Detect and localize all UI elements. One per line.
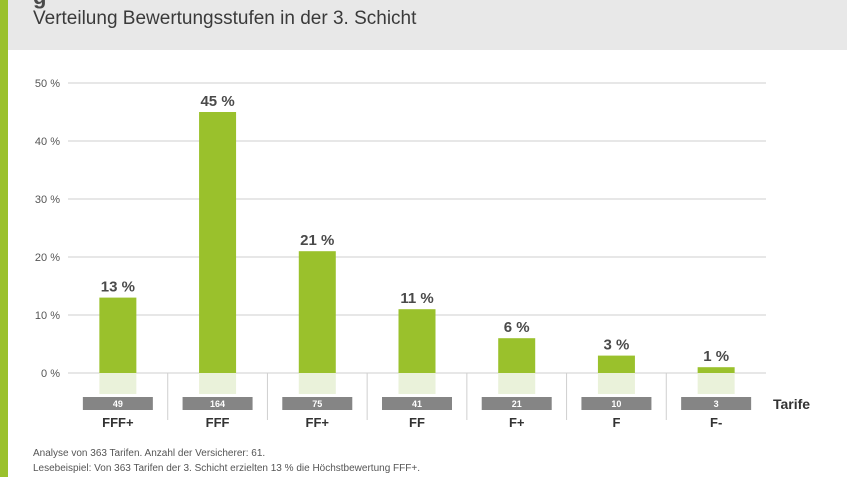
footnote-line-2: Lesebeispiel: Von 363 Tarifen der 3. Sch… bbox=[33, 463, 420, 474]
y-tick-label: 10 % bbox=[35, 310, 60, 322]
chart-subtitle: Verteilung Bewertungsstufen in der 3. Sc… bbox=[33, 8, 417, 29]
count-box bbox=[581, 397, 652, 410]
data-label: 13 % bbox=[101, 279, 135, 296]
category-label: F bbox=[612, 415, 620, 430]
bar-reflection bbox=[597, 373, 635, 394]
accent-strip bbox=[0, 0, 8, 477]
count-box bbox=[382, 397, 452, 410]
bar-reflection bbox=[398, 373, 436, 394]
category-label: F+ bbox=[509, 415, 525, 430]
bar-reflection bbox=[498, 373, 536, 394]
y-tick-label: 40 % bbox=[35, 136, 60, 148]
bar-f bbox=[597, 355, 635, 373]
data-label: 45 % bbox=[200, 93, 234, 110]
count-label: 164 bbox=[210, 399, 225, 409]
bar-ff bbox=[398, 309, 436, 373]
category-label: FF+ bbox=[306, 415, 330, 430]
bar-reflection bbox=[298, 373, 336, 394]
bar-f-minus bbox=[697, 367, 735, 373]
count-label: 49 bbox=[113, 399, 123, 409]
bar-f-plus bbox=[498, 338, 536, 373]
y-tick-label: 30 % bbox=[35, 194, 60, 206]
bar-fff-plus bbox=[99, 297, 137, 373]
count-axis-title: Tarife bbox=[773, 396, 810, 412]
count-label: 75 bbox=[312, 399, 322, 409]
y-axis-ticks: 0 % 10 % 20 % 30 % 40 % 50 % bbox=[35, 78, 60, 380]
bar-ff-plus bbox=[298, 251, 336, 373]
bar-fff bbox=[199, 112, 237, 373]
data-label: 3 % bbox=[603, 337, 629, 354]
bar-reflection bbox=[199, 373, 237, 394]
count-label: 3 bbox=[714, 399, 719, 409]
data-label: 11 % bbox=[400, 290, 433, 307]
count-row: 49 164 75 41 21 10 3 bbox=[82, 397, 752, 410]
data-label: 1 % bbox=[703, 348, 729, 365]
header-band: g Verteilung Bewertungsstufen in der 3. … bbox=[8, 0, 847, 50]
y-tick-label: 20 % bbox=[35, 252, 60, 264]
data-label: 6 % bbox=[504, 319, 530, 336]
data-label: 21 % bbox=[300, 232, 334, 249]
y-tick-label: 50 % bbox=[35, 78, 60, 90]
footnote-line-1: Analyse von 363 Tarifen. Anzahl der Vers… bbox=[33, 448, 266, 459]
y-tick-label: 0 % bbox=[41, 368, 60, 380]
bar-reflection bbox=[697, 373, 735, 394]
count-box bbox=[182, 397, 253, 410]
bar-reflection bbox=[99, 373, 137, 394]
footnote: Analyse von 363 Tarifen. Anzahl der Vers… bbox=[33, 446, 420, 476]
count-box bbox=[681, 397, 752, 410]
count-box bbox=[481, 397, 552, 410]
count-label: 10 bbox=[611, 399, 621, 409]
category-label: F- bbox=[710, 415, 722, 430]
count-label: 41 bbox=[412, 399, 422, 409]
count-box bbox=[282, 397, 353, 410]
count-box bbox=[82, 397, 153, 410]
category-label: FFF bbox=[206, 415, 230, 430]
count-label: 21 bbox=[512, 399, 522, 409]
bars: 13 % 45 % 21 % 11 % 6 % 3 % 1 % bbox=[99, 93, 735, 394]
category-label: FF bbox=[409, 415, 425, 430]
gridlines bbox=[68, 82, 766, 420]
cut-off-title: g bbox=[33, 0, 46, 10]
category-labels: FFF+ FFF FF+ FF F+ F F- bbox=[102, 415, 722, 430]
category-label: FFF+ bbox=[102, 415, 134, 430]
